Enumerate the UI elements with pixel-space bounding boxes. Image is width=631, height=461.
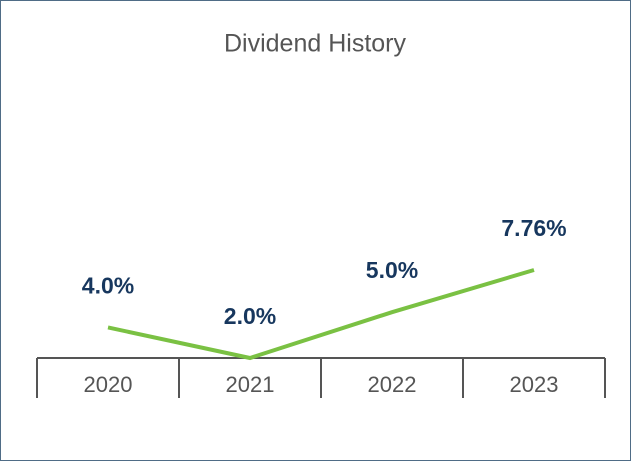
x-tick-label: 2023 xyxy=(510,372,559,397)
data-label: 5.0% xyxy=(366,257,418,283)
data-label: 4.0% xyxy=(82,273,134,299)
chart-title: Dividend History xyxy=(224,30,407,58)
data-label: 7.76% xyxy=(501,215,566,241)
x-tick-label: 2021 xyxy=(226,372,275,397)
x-tick-label: 2022 xyxy=(368,372,417,397)
data-label: 2.0% xyxy=(224,303,276,329)
x-tick-label: 2020 xyxy=(84,372,133,397)
line xyxy=(107,268,535,361)
